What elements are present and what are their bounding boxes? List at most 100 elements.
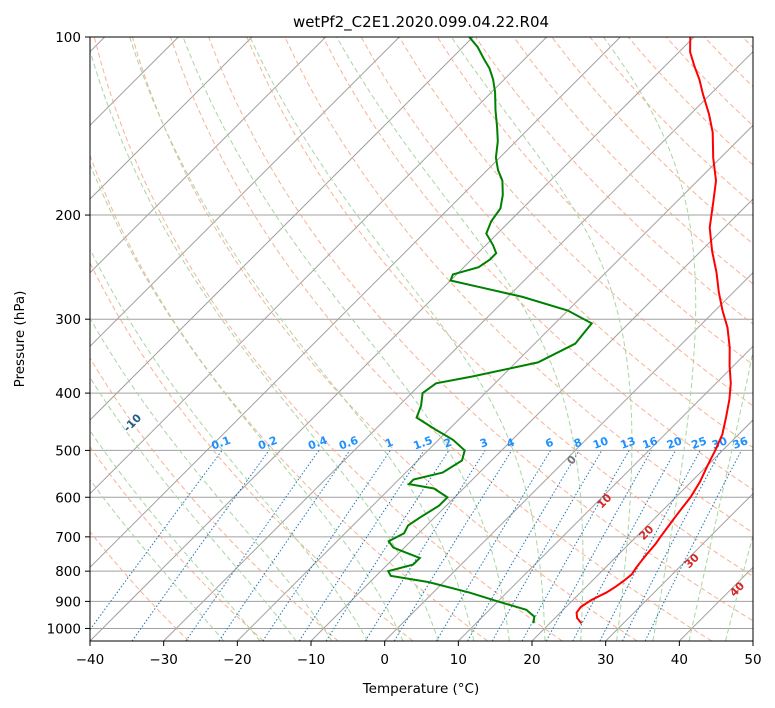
moist-adiabat-line [688,348,753,641]
plot-area: 0.10.20.40.611.52346810131620253036-100-… [90,37,753,641]
mixing-ratio-line [218,450,351,641]
y-axis-label: Pressure (hPa) [12,291,28,388]
mixing-ratio-label: 13 [619,434,638,451]
y-tick-label: 500 [55,443,81,459]
x-tick-label: 20 [523,652,540,668]
mixing-ratio-label: 25 [690,434,709,451]
dewpoint-series-line [386,37,594,624]
dry-adiabat-line [90,445,264,641]
dry-adiabat-line [90,154,488,641]
y-tick-label: 900 [55,594,81,610]
moist-adiabat-line [129,37,475,641]
mixing-ratio-line [545,450,652,641]
pressure-gridlines [90,37,753,629]
adiabat-temp-label: 20 [636,523,656,543]
mixing-ratio-line [572,450,676,641]
isotherm-line [90,37,695,641]
dry-adiabat-line [703,37,753,88]
moist-adiabat-line [90,163,404,641]
mixing-ratio-line [298,450,425,641]
mixing-ratio-line [521,450,630,641]
dry-adiabat-line [360,37,753,449]
dry-adiabat-line [90,530,190,641]
mixing-ratio-label: 6 [544,436,556,451]
mixing-ratio-label: 0.6 [337,434,360,453]
mixing-ratio-label: 36 [731,434,750,452]
mixing-ratio-label: 4 [505,436,517,451]
moist-adiabat-lines [90,37,753,641]
moist-adiabat-line [90,429,261,641]
dry-adiabat-line [322,37,753,491]
isotherm-line [90,37,548,495]
mixing-ratio-label: 2 [442,436,454,451]
x-tick-label: 10 [450,652,467,668]
dry-adiabat-line [742,37,753,49]
moist-adiabat-line [90,478,225,641]
isotherm-line [384,271,753,641]
mixing-ratio-label: 20 [665,434,684,452]
dry-adiabat-lines [90,37,753,641]
moist-adiabat-line [450,37,633,641]
mixing-ratio-line [131,450,270,641]
moist-adiabat-line [249,37,546,641]
y-tick-label: 300 [55,312,81,328]
x-tick-label: −40 [76,652,105,668]
mixing-ratio-label: 0.1 [210,434,233,453]
plot-frame [89,36,754,642]
x-tick-label: −10 [297,652,326,668]
dry-adiabat-line [589,37,753,205]
dry-adiabat-line [284,37,753,534]
isotherm-line [457,345,753,641]
moist-adiabat-line [90,248,369,641]
mixing-ratio-line [262,450,391,641]
mixing-ratio-line [393,450,513,641]
x-tick-label: 30 [597,652,614,668]
dry-adiabat-line [90,357,339,641]
isotherm-line [163,50,753,641]
isotherm-line [605,492,753,641]
x-axis-label: Temperature (°C) [362,681,480,697]
x-tick-label: 0 [380,652,389,668]
moist-adiabat-line [725,533,753,641]
reference-line-labels: 0.10.20.40.611.52346810131620253036-100-… [121,411,750,599]
mixing-ratio-line [644,450,742,641]
mixing-ratio-label: 10 [591,434,610,452]
mixing-ratio-label: 8 [572,436,584,451]
moist-adiabat-line [90,317,333,641]
y-tick-label: 400 [55,386,81,402]
mixing-ratio-line [325,450,450,641]
x-tick-label: 40 [671,652,688,668]
dry-adiabat-line [665,37,753,127]
mixing-ratio-line [467,450,580,641]
x-tick-label: 50 [744,652,761,668]
x-tick-label: −20 [223,652,252,668]
mixing-ratio-line [621,450,722,641]
y-tick-label: 1000 [47,621,81,637]
dry-adiabat-label: -10 [121,411,144,434]
dry-adiabat-line [208,37,753,622]
isotherm-line [752,640,753,641]
mixing-ratio-label: 16 [641,434,660,452]
mixing-ratio-label: 1.5 [412,434,435,453]
mixing-ratio-line [185,450,320,641]
isotherm-line [90,37,621,569]
mixing-ratio-line [435,450,552,641]
isotherm-line [90,37,327,274]
y-tick-label: 800 [55,564,81,580]
isotherm-line [310,198,753,641]
mixing-ratio-line [90,450,223,631]
moist-adiabat-line [336,37,584,641]
mixing-ratio-lines [90,450,742,641]
mixing-ratio-label: 0.4 [306,434,329,453]
dry-adiabat-line [475,37,753,325]
dry-adiabat-line [551,37,753,245]
moist-adiabat-line [182,37,510,641]
dry-adiabat-line [246,37,753,577]
mixing-ratio-label: 1 [383,436,395,451]
dry-adiabat-line [170,37,712,641]
y-tick-label: 100 [55,30,81,46]
moist-adiabat-line [90,49,439,641]
isotherm-line [90,37,400,348]
isotherm-line [90,37,474,421]
